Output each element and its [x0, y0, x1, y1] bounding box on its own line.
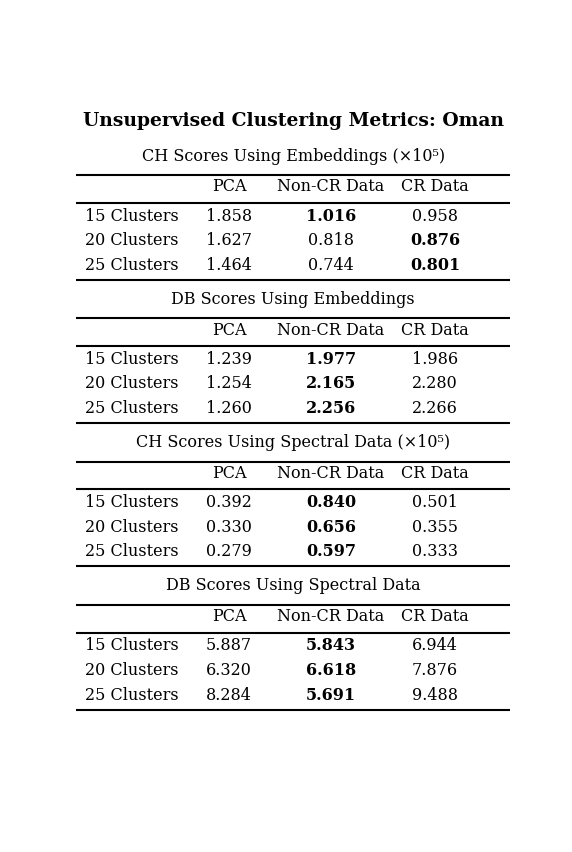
- Text: PCA: PCA: [212, 464, 246, 481]
- Text: 0.656: 0.656: [306, 519, 356, 536]
- Text: 1.986: 1.986: [412, 351, 458, 368]
- Text: 0.279: 0.279: [206, 544, 252, 561]
- Text: 1.627: 1.627: [206, 233, 252, 249]
- Text: CH Scores Using Embeddings (×10⁵): CH Scores Using Embeddings (×10⁵): [142, 147, 444, 164]
- Text: 0.333: 0.333: [412, 544, 458, 561]
- Text: 6.944: 6.944: [412, 637, 458, 654]
- Text: 6.618: 6.618: [305, 662, 356, 679]
- Text: 25 Clusters: 25 Clusters: [85, 687, 178, 704]
- Text: 2.256: 2.256: [305, 400, 356, 417]
- Text: Unsupervised Clustering Metrics: Oman: Unsupervised Clustering Metrics: Oman: [82, 112, 504, 130]
- Text: 1.260: 1.260: [206, 400, 252, 417]
- Text: PCA: PCA: [212, 608, 246, 625]
- Text: 5.843: 5.843: [306, 637, 356, 654]
- Text: 8.284: 8.284: [206, 687, 252, 704]
- Text: 15 Clusters: 15 Clusters: [85, 351, 178, 368]
- Text: 20 Clusters: 20 Clusters: [85, 233, 178, 249]
- Text: 2.165: 2.165: [305, 376, 356, 393]
- Text: 0.818: 0.818: [308, 233, 354, 249]
- Text: 2.280: 2.280: [412, 376, 458, 393]
- Text: 1.254: 1.254: [206, 376, 252, 393]
- Text: 1.239: 1.239: [206, 351, 252, 368]
- Text: 0.876: 0.876: [410, 233, 460, 249]
- Text: Non-CR Data: Non-CR Data: [277, 178, 384, 195]
- Text: 1.858: 1.858: [206, 208, 252, 225]
- Text: 6.320: 6.320: [206, 662, 252, 679]
- Text: Non-CR Data: Non-CR Data: [277, 608, 384, 625]
- Text: 0.392: 0.392: [206, 494, 252, 511]
- Text: 0.744: 0.744: [308, 256, 353, 273]
- Text: 15 Clusters: 15 Clusters: [85, 637, 178, 654]
- Text: 0.330: 0.330: [206, 519, 252, 536]
- Text: CH Scores Using Spectral Data (×10⁵): CH Scores Using Spectral Data (×10⁵): [136, 434, 450, 451]
- Text: PCA: PCA: [212, 321, 246, 338]
- Text: 25 Clusters: 25 Clusters: [85, 400, 178, 417]
- Text: CR Data: CR Data: [401, 178, 469, 195]
- Text: 25 Clusters: 25 Clusters: [85, 256, 178, 273]
- Text: Non-CR Data: Non-CR Data: [277, 321, 384, 338]
- Text: 20 Clusters: 20 Clusters: [85, 376, 178, 393]
- Text: CR Data: CR Data: [401, 321, 469, 338]
- Text: 20 Clusters: 20 Clusters: [85, 519, 178, 536]
- Text: 0.958: 0.958: [412, 208, 458, 225]
- Text: 0.801: 0.801: [410, 256, 460, 273]
- Text: CR Data: CR Data: [401, 608, 469, 625]
- Text: 2.266: 2.266: [412, 400, 458, 417]
- Text: 25 Clusters: 25 Clusters: [85, 544, 178, 561]
- Text: PCA: PCA: [212, 178, 246, 195]
- Text: Non-CR Data: Non-CR Data: [277, 464, 384, 481]
- Text: 15 Clusters: 15 Clusters: [85, 208, 178, 225]
- Text: DB Scores Using Embeddings: DB Scores Using Embeddings: [172, 291, 415, 308]
- Text: 1.464: 1.464: [206, 256, 252, 273]
- Text: 5.691: 5.691: [306, 687, 356, 704]
- Text: 20 Clusters: 20 Clusters: [85, 662, 178, 679]
- Text: 15 Clusters: 15 Clusters: [85, 494, 178, 511]
- Text: 1.016: 1.016: [305, 208, 356, 225]
- Text: 0.840: 0.840: [306, 494, 356, 511]
- Text: 0.355: 0.355: [412, 519, 458, 536]
- Text: 9.488: 9.488: [412, 687, 458, 704]
- Text: 1.977: 1.977: [306, 351, 356, 368]
- Text: CR Data: CR Data: [401, 464, 469, 481]
- Text: 0.501: 0.501: [412, 494, 458, 511]
- Text: 0.597: 0.597: [306, 544, 356, 561]
- Text: DB Scores Using Spectral Data: DB Scores Using Spectral Data: [166, 577, 420, 594]
- Text: 5.887: 5.887: [206, 637, 252, 654]
- Text: 7.876: 7.876: [412, 662, 458, 679]
